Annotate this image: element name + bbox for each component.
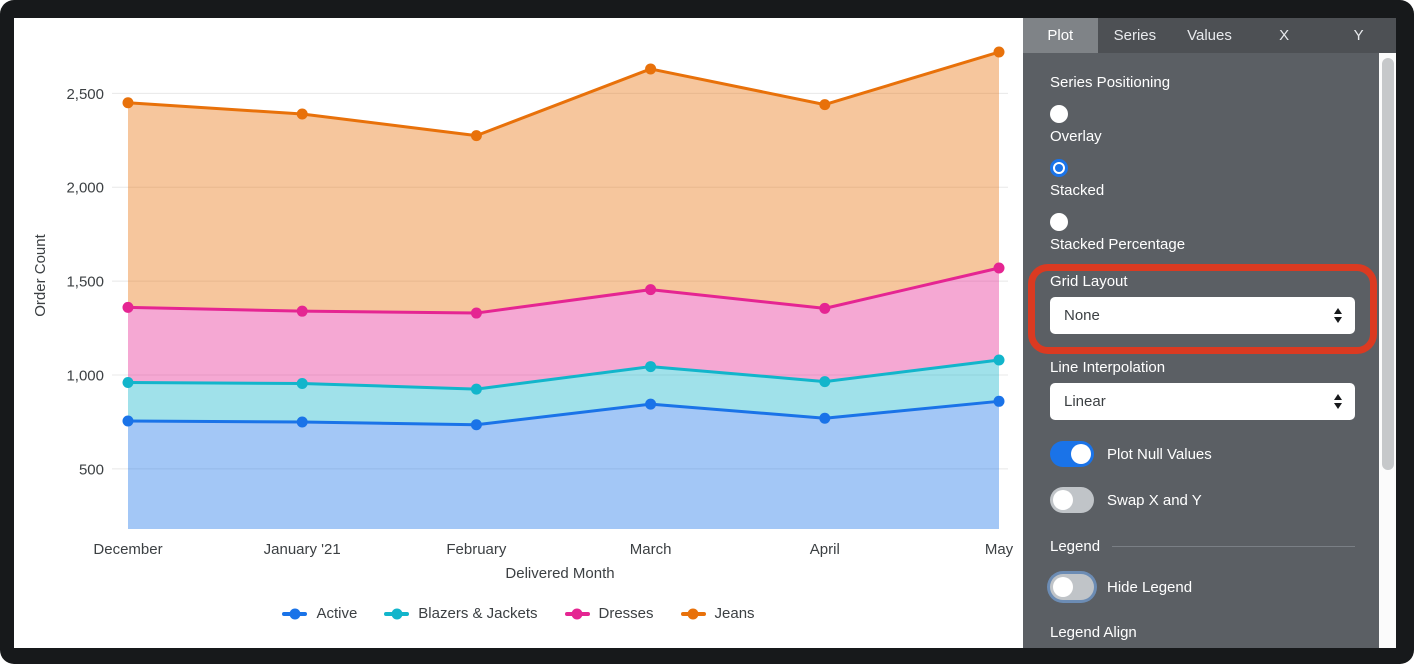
panel-scrollbar-track[interactable]: [1379, 53, 1396, 648]
plot-null-values-toggle[interactable]: [1050, 441, 1094, 467]
legend-marker-icon: [384, 608, 410, 619]
hide-legend-row: Hide Legend: [1050, 574, 1355, 600]
legend-marker-icon: [282, 608, 308, 619]
legend-label: Jeans: [714, 605, 755, 622]
legend-item-active[interactable]: Active: [282, 605, 357, 622]
panel-scrollbar-thumb[interactable]: [1381, 58, 1394, 470]
radio-label-stacked-percentage: Stacked Percentage: [1050, 236, 1186, 253]
grid-layout-select-value: None: [1064, 307, 1100, 324]
hide-legend-toggle[interactable]: [1050, 574, 1094, 600]
svg-text:2,000: 2,000: [66, 180, 104, 197]
svg-text:April: April: [810, 541, 840, 558]
radio-label-stacked: Stacked: [1050, 182, 1105, 199]
radio-overlay[interactable]: [1050, 105, 1068, 123]
legend-section-title: Legend: [1050, 538, 1101, 555]
svg-text:1,500: 1,500: [66, 274, 104, 291]
svg-text:Order Count: Order Count: [32, 233, 49, 316]
swap-x-y-label: Swap X and Y: [1107, 491, 1202, 509]
legend-marker-icon: [680, 608, 706, 619]
legend-label: Blazers & Jackets: [418, 605, 538, 622]
svg-text:500: 500: [79, 461, 104, 478]
tab-plot[interactable]: Plot: [1023, 18, 1098, 53]
line-interpolation-label: Line Interpolation: [1050, 359, 1166, 376]
gridlines: [112, 92, 1008, 470]
series-positioning-label: Series Positioning: [1050, 74, 1171, 91]
svg-text:1,000: 1,000: [66, 368, 104, 385]
grid-layout-label: Grid Layout: [1050, 273, 1128, 290]
chart-canvas: 500 1,000 1,500 2,000 2,500 December January '…: [32, 46, 1014, 582]
series-area-bands: [128, 52, 999, 529]
svg-text:January '21: January '21: [264, 541, 341, 558]
legend-item-jeans[interactable]: Jeans: [680, 605, 755, 622]
legend-label: Dresses: [598, 605, 654, 622]
chart-legend: Active Blazers & Jackets Dresses Jeans: [14, 605, 1023, 622]
series-positioning-group: Overlay Stacked Stacked Percentage: [1050, 105, 1355, 253]
x-tick-labels: December January '21 February March April May: [93, 541, 1013, 558]
svg-text:Delivered Month: Delivered Month: [505, 565, 614, 582]
toggle-knob: [1053, 577, 1073, 597]
line-interpolation-select-value: Linear: [1064, 393, 1106, 410]
select-arrows-icon: [1334, 394, 1342, 409]
series-points: [122, 46, 1005, 431]
panel-body: Series Positioning Overlay Stacked Stacked…: [1023, 53, 1396, 641]
swap-x-y-row: Swap X and Y: [1050, 487, 1355, 513]
radio-stacked[interactable]: [1050, 159, 1068, 177]
toggle-knob: [1071, 444, 1091, 464]
svg-text:2,500: 2,500: [66, 86, 104, 103]
legend-section-header: Legend: [1050, 538, 1355, 555]
section-divider: [1112, 546, 1355, 547]
swap-x-y-toggle[interactable]: [1050, 487, 1094, 513]
legend-marker-icon: [564, 608, 590, 619]
svg-text:March: March: [630, 541, 672, 558]
line-interpolation-select[interactable]: Linear: [1050, 383, 1355, 420]
axis-titles: Delivered Month Order Count: [32, 233, 615, 582]
panel-tabbar: Plot Series Values X Y: [1023, 18, 1396, 53]
tab-y[interactable]: Y: [1353, 27, 1364, 44]
y-tick-labels: 500 1,000 1,500 2,000 2,500: [66, 86, 104, 479]
svg-text:May: May: [985, 541, 1014, 558]
svg-text:February: February: [446, 541, 507, 558]
legend-align-label: Legend Align: [1050, 624, 1137, 641]
select-arrows-icon: [1334, 308, 1342, 323]
series-lines: [126, 50, 1001, 427]
settings-panel: Plot Series Values X Y Series Positioning Ov…: [1023, 18, 1396, 648]
radio-stacked-percentage[interactable]: [1050, 213, 1068, 231]
grid-layout-select[interactable]: None: [1050, 297, 1355, 334]
app-content: 500 1,000 1,500 2,000 2,500 December January '…: [14, 18, 1396, 648]
legend-item-dresses[interactable]: Dresses: [564, 605, 654, 622]
radio-label-overlay: Overlay: [1050, 128, 1102, 145]
plot-null-values-row: Plot Null Values: [1050, 441, 1355, 467]
svg-text:December: December: [93, 541, 162, 558]
legend-item-blazers-jackets[interactable]: Blazers & Jackets: [384, 605, 538, 622]
legend-label: Active: [316, 605, 358, 622]
plot-null-values-label: Plot Null Values: [1107, 445, 1212, 463]
chart-area: 500 1,000 1,500 2,000 2,500 December January '…: [14, 18, 1023, 648]
hide-legend-label: Hide Legend: [1107, 578, 1193, 596]
tab-values[interactable]: Values: [1187, 27, 1232, 44]
toggle-knob: [1053, 490, 1073, 510]
tab-series[interactable]: Series: [1113, 27, 1157, 44]
grid-layout-section: Grid Layout None: [1028, 264, 1377, 354]
tab-x[interactable]: X: [1279, 27, 1290, 44]
